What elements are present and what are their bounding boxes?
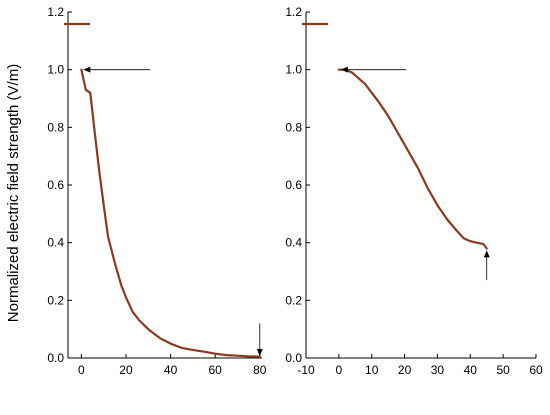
cylindrical-annotation-arrowhead [340, 66, 348, 73]
figure-y-axis-label: Normalized electric field strength (V/m) [5, 64, 22, 322]
planar-series-line [80, 68, 261, 358]
cylindrical-annotation-arrowhead [483, 250, 490, 258]
cylindrical-x-tick-label: 10 [365, 363, 379, 377]
cylindrical-y-tick-label: 1.2 [285, 5, 302, 19]
planar-y-tick-label: 0.6 [47, 178, 64, 192]
cylindrical-x-tick-label: 40 [464, 363, 478, 377]
cylindrical-antenna-panel: 0.0 0.2 0.4 0.6 0.8 1.0 1.2 -10 0 10 20 30 40 50 60 [285, 5, 543, 377]
cylindrical-x-tick-label: 60 [529, 363, 543, 377]
planar-x-tick-label: 80 [253, 363, 267, 377]
planar-y-tick-label: 1.2 [47, 5, 64, 19]
planar-antenna-panel: 0.0 0.2 0.4 0.6 0.8 1.0 1.2 0 20 40 60 80 [47, 5, 266, 377]
planar-y-tick-label: 1.0 [47, 63, 64, 77]
cylindrical-x-tick-label: 0 [336, 363, 343, 377]
planar-y-tick-label: 0.2 [47, 293, 64, 307]
cylindrical-y-tick-label: 1.0 [285, 63, 302, 77]
cylindrical-x-tick-label: 50 [496, 363, 510, 377]
planar-x-tick-label: 20 [119, 363, 133, 377]
planar-x-tick-label: 40 [164, 363, 178, 377]
planar-y-tick-label: 0.8 [47, 120, 64, 134]
planar-x-tick-label: 0 [78, 363, 85, 377]
planar-annotation-arrowhead [83, 66, 91, 73]
cylindrical-y-tick-label: 0.4 [285, 236, 302, 250]
cylindrical-y-tick-label: 0.8 [285, 120, 302, 134]
cylindrical-series-line [337, 68, 488, 250]
cylindrical-y-tick-label: 0.6 [285, 178, 302, 192]
cylindrical-y-tick-label: 0.0 [285, 351, 302, 365]
cylindrical-x-tick-label: -10 [297, 363, 315, 377]
planar-x-tick-label: 60 [208, 363, 222, 377]
cylindrical-x-tick-label: 20 [398, 363, 412, 377]
cylindrical-y-tick-label: 0.2 [285, 293, 302, 307]
cylindrical-x-tick-label: 30 [431, 363, 445, 377]
planar-annotation-arrowhead [256, 349, 263, 356]
planar-y-tick-label: 0.0 [47, 351, 64, 365]
planar-y-tick-label: 0.4 [47, 236, 64, 250]
